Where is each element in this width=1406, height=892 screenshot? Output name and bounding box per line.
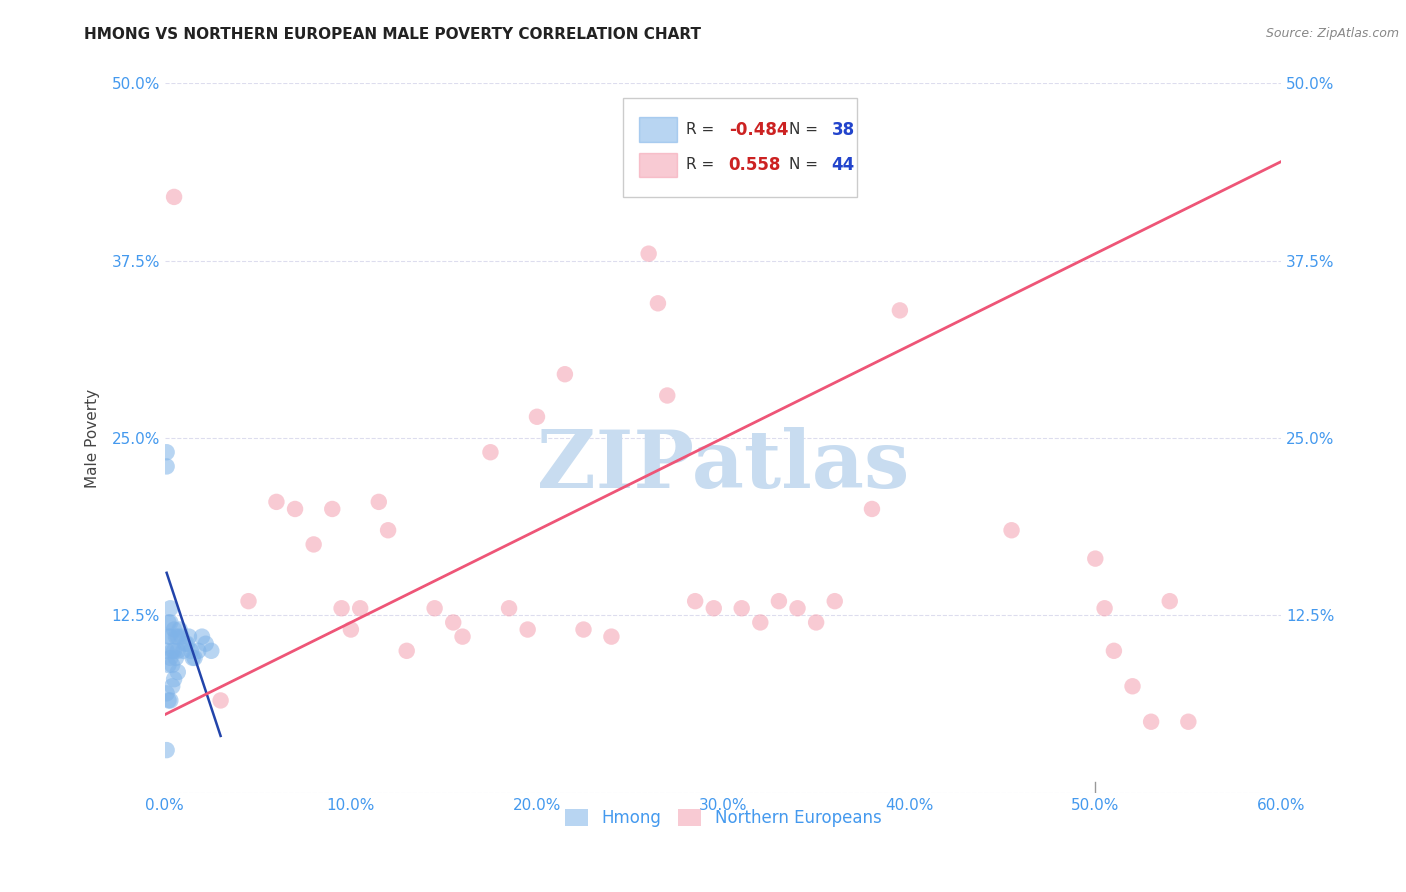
Point	[1159, 594, 1181, 608]
Point	[749, 615, 772, 630]
Point	[166, 644, 188, 658]
Point	[166, 630, 188, 644]
Point	[209, 693, 232, 707]
Point	[159, 601, 181, 615]
Point	[266, 495, 288, 509]
Text: N =: N =	[789, 158, 823, 172]
Text: 44: 44	[831, 156, 855, 174]
Point	[377, 523, 399, 537]
Point	[441, 615, 464, 630]
Point	[367, 495, 389, 509]
Point	[187, 644, 209, 658]
Y-axis label: Male Poverty: Male Poverty	[86, 389, 100, 488]
Point	[889, 303, 911, 318]
Point	[423, 601, 446, 615]
Legend: Hmong, Northern Europeans: Hmong, Northern Europeans	[558, 803, 889, 834]
Point	[554, 368, 576, 382]
Point	[786, 601, 808, 615]
Point	[637, 246, 659, 260]
Point	[330, 601, 353, 615]
Point	[156, 644, 179, 658]
Text: Source: ZipAtlas.com: Source: ZipAtlas.com	[1265, 27, 1399, 40]
Point	[1102, 644, 1125, 658]
Point	[157, 630, 180, 644]
Point	[340, 623, 363, 637]
Point	[657, 388, 679, 402]
Text: -0.484: -0.484	[728, 120, 789, 138]
Point	[160, 679, 183, 693]
Point	[824, 594, 846, 608]
Point	[159, 693, 181, 707]
FancyBboxPatch shape	[640, 153, 678, 177]
Point	[703, 601, 725, 615]
Point	[451, 630, 474, 644]
Point	[1177, 714, 1199, 729]
Point	[163, 672, 186, 686]
Point	[157, 693, 180, 707]
Point	[191, 630, 214, 644]
Point	[238, 594, 260, 608]
Point	[194, 637, 217, 651]
Text: N =: N =	[789, 122, 823, 137]
Point	[1000, 523, 1022, 537]
Point	[174, 637, 197, 651]
Point	[156, 445, 179, 459]
Point	[860, 502, 883, 516]
Text: R =: R =	[686, 158, 720, 172]
FancyBboxPatch shape	[640, 118, 678, 142]
Point	[572, 623, 595, 637]
Point	[200, 644, 222, 658]
Text: 0.558: 0.558	[728, 156, 782, 174]
Point	[163, 623, 186, 637]
Point	[183, 651, 205, 665]
Point	[479, 445, 502, 459]
Point	[157, 615, 180, 630]
Point	[321, 502, 343, 516]
Text: R =: R =	[686, 122, 720, 137]
Point	[768, 594, 790, 608]
Point	[180, 644, 202, 658]
Text: HMONG VS NORTHERN EUROPEAN MALE POVERTY CORRELATION CHART: HMONG VS NORTHERN EUROPEAN MALE POVERTY …	[84, 27, 702, 42]
Point	[1121, 679, 1143, 693]
Point	[177, 630, 200, 644]
Point	[156, 743, 179, 757]
Point	[159, 651, 181, 665]
Point	[395, 644, 418, 658]
Point	[163, 190, 186, 204]
Text: ZIPatlas: ZIPatlas	[537, 427, 910, 506]
Point	[731, 601, 754, 615]
FancyBboxPatch shape	[623, 97, 858, 197]
Point	[157, 658, 180, 673]
Point	[302, 537, 325, 551]
Point	[172, 644, 194, 658]
Point	[163, 644, 186, 658]
Point	[516, 623, 538, 637]
Point	[159, 615, 181, 630]
Point	[683, 594, 706, 608]
Text: 38: 38	[831, 120, 855, 138]
Point	[526, 409, 548, 424]
Point	[600, 630, 623, 644]
Point	[1094, 601, 1116, 615]
Point	[165, 630, 187, 644]
Point	[170, 630, 193, 644]
Point	[159, 630, 181, 644]
Point	[804, 615, 827, 630]
Point	[1084, 551, 1107, 566]
Point	[156, 686, 179, 700]
Point	[1140, 714, 1163, 729]
Point	[176, 637, 198, 651]
Point	[166, 665, 188, 679]
Point	[169, 623, 191, 637]
Point	[160, 658, 183, 673]
Point	[181, 651, 204, 665]
Point	[284, 502, 307, 516]
Point	[349, 601, 371, 615]
Point	[165, 651, 187, 665]
Point	[156, 459, 179, 474]
Point	[498, 601, 520, 615]
Point	[160, 644, 183, 658]
Point	[647, 296, 669, 310]
